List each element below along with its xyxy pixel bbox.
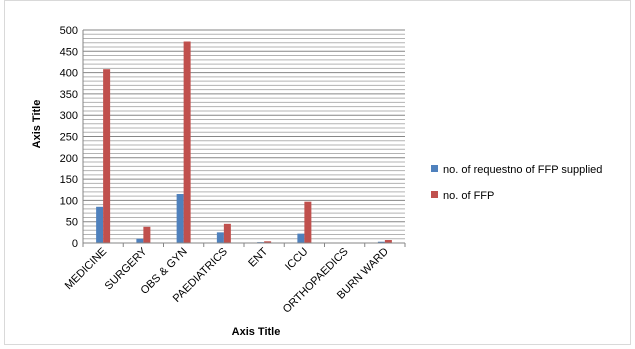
y-tick-label: 0 bbox=[72, 238, 78, 250]
gridlines bbox=[83, 29, 405, 240]
bar-requests-medicine bbox=[96, 206, 104, 243]
y-tick-label: 400 bbox=[60, 68, 78, 80]
bars bbox=[96, 41, 392, 244]
legend-swatch bbox=[431, 165, 438, 172]
legend-swatch bbox=[431, 191, 438, 198]
legend: no. of requestno of FFP supplied no. of F… bbox=[431, 164, 602, 202]
bar-ffp-iccu bbox=[304, 201, 312, 243]
bar-ffp-medicine bbox=[103, 69, 111, 243]
legend-label: no. of FFP bbox=[443, 190, 494, 202]
y-tick-labels: 0 50 100 150 200 250 300 350 400 450 500 bbox=[60, 25, 78, 250]
x-axis-title: Axis Title bbox=[232, 326, 281, 338]
bar-requests-paediatrics bbox=[216, 232, 224, 243]
y-tick-label: 200 bbox=[60, 153, 78, 165]
bar-requests-burn-ward bbox=[377, 241, 385, 243]
x-tick-label: MEDICINE bbox=[63, 246, 110, 293]
bar-requests-surgery bbox=[136, 238, 144, 243]
y-tick-label: 450 bbox=[60, 46, 78, 58]
y-tick-label: 50 bbox=[66, 217, 78, 229]
bar-requests-iccu bbox=[297, 233, 305, 243]
bar-ffp-ent bbox=[264, 241, 272, 243]
y-tick-label: 500 bbox=[60, 25, 78, 37]
bar-ffp-obs-gyn bbox=[183, 41, 191, 243]
x-tick-label: ENT bbox=[246, 245, 270, 269]
y-tick-label: 100 bbox=[60, 195, 78, 207]
x-tick-label: ICCU bbox=[283, 246, 311, 274]
bar-requests-obs-gyn bbox=[176, 194, 184, 243]
legend-label: no. of requestno of FFP supplied bbox=[443, 164, 602, 176]
bar-ffp-paediatrics bbox=[223, 223, 231, 243]
y-tick-label: 250 bbox=[60, 132, 78, 144]
y-tick-label: 300 bbox=[60, 110, 78, 122]
y-tick-label: 350 bbox=[60, 89, 78, 101]
y-tick-label: 150 bbox=[60, 174, 78, 186]
bar-ffp-burn-ward bbox=[384, 240, 392, 243]
bar-ffp-surgery bbox=[143, 226, 151, 243]
y-axis-title: Axis Title bbox=[31, 100, 43, 149]
